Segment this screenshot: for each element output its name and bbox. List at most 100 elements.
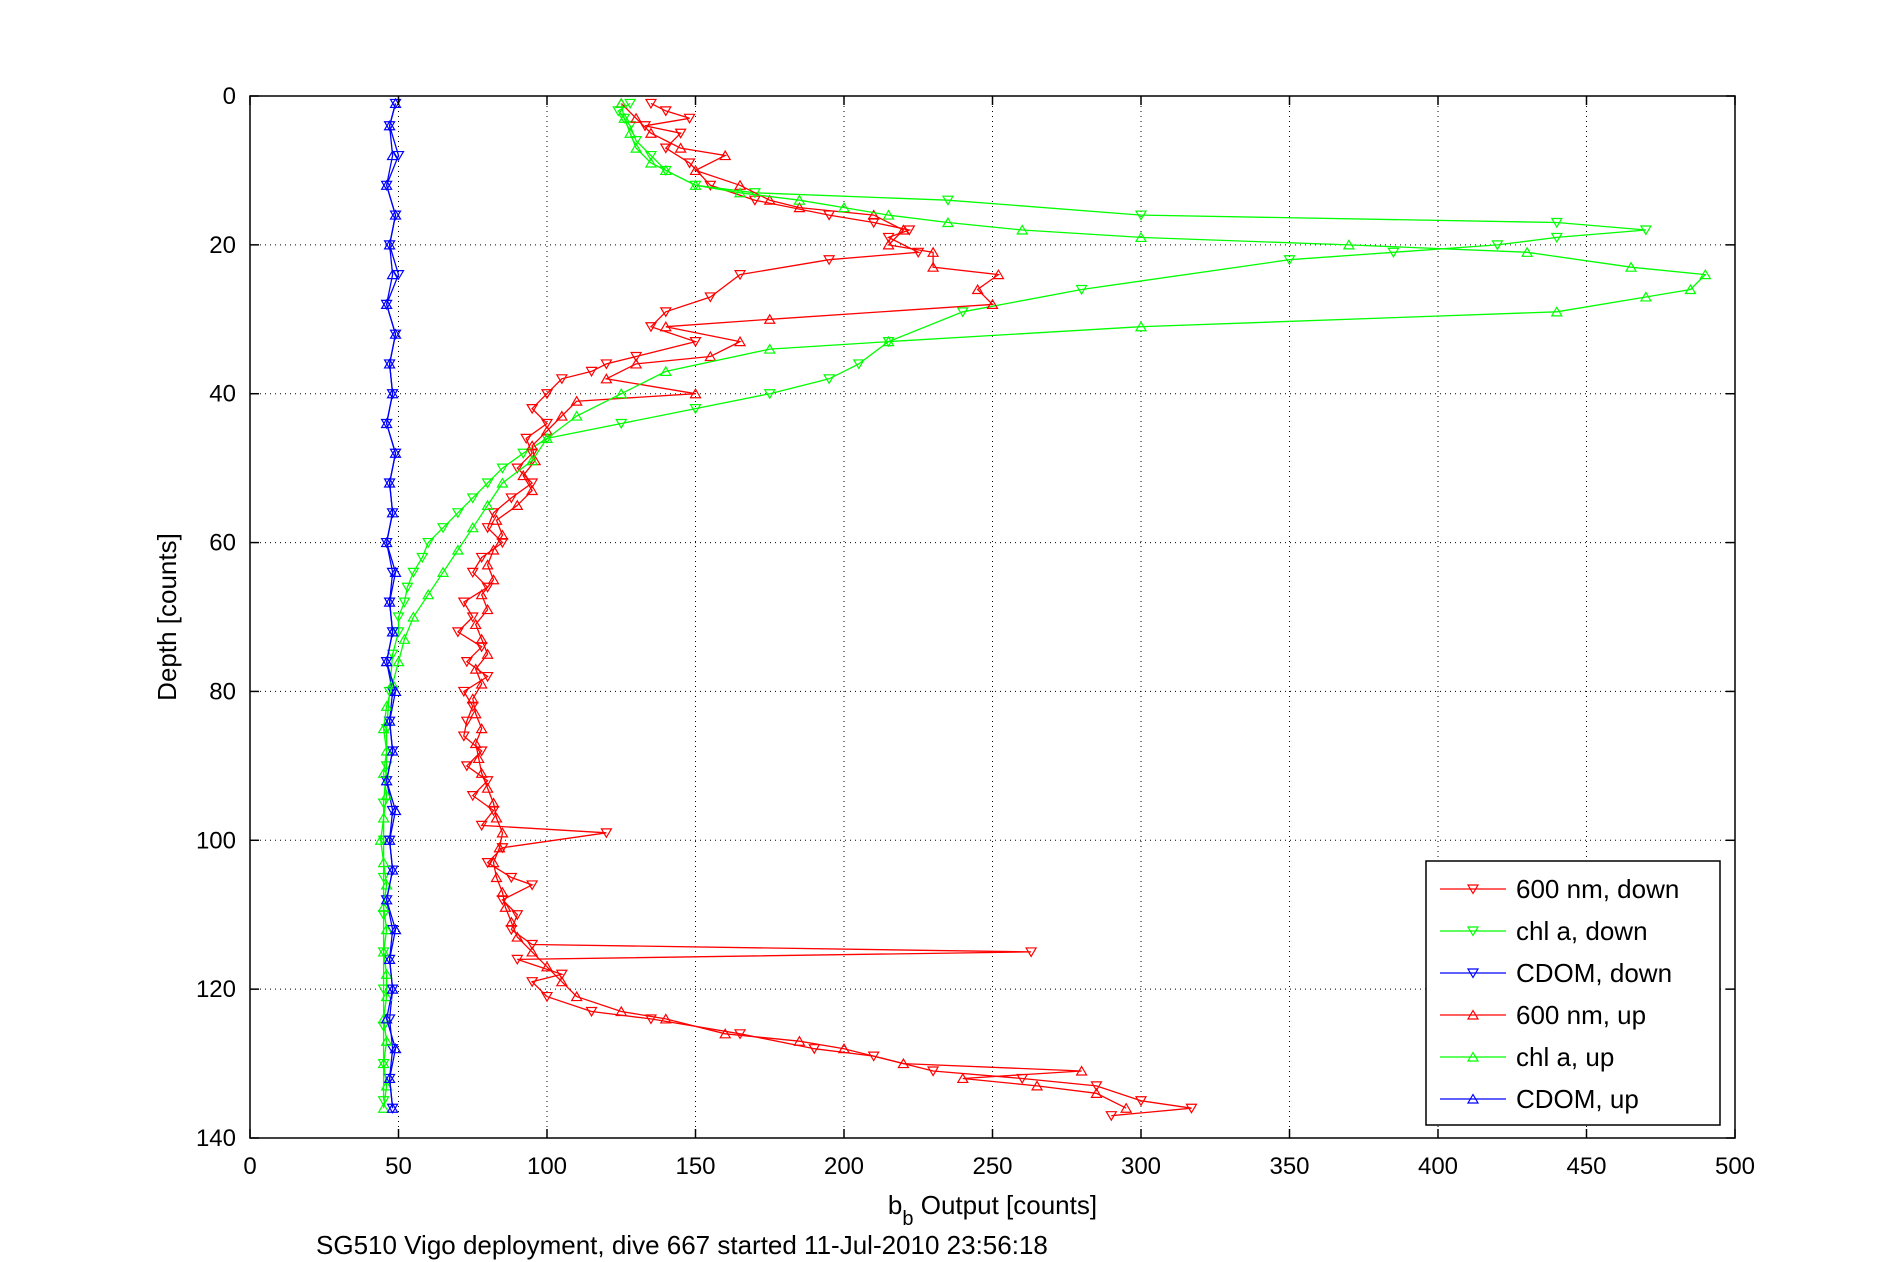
data-point [704, 180, 717, 191]
data-point [437, 566, 450, 577]
data-point [644, 150, 657, 162]
data-point [451, 508, 464, 519]
data-point [487, 574, 500, 585]
data-point [644, 322, 657, 333]
data-point [386, 678, 399, 689]
data-point [389, 804, 402, 816]
data-point [555, 969, 568, 980]
data-point [1342, 239, 1355, 250]
data-point [734, 270, 747, 281]
legend-box [1425, 860, 1721, 1126]
data-point [644, 98, 657, 110]
data-point [763, 343, 776, 354]
caption: SG510 Vigo deployment, dive 667 started … [316, 1230, 1048, 1260]
data-point [630, 351, 643, 363]
series-line [380, 103, 1707, 1109]
data-point [496, 463, 509, 474]
data-point [380, 655, 393, 667]
data-point [383, 120, 396, 131]
data-point [511, 954, 524, 966]
data-point [377, 812, 390, 823]
data-point [380, 745, 393, 756]
data-point [383, 239, 396, 250]
data-point [398, 633, 411, 644]
data-point [481, 582, 494, 593]
legend-item: CDOM, up [1440, 1084, 1639, 1114]
data-point [704, 350, 717, 362]
ticks: 0 50 100 150 200 250 300 350 400 450 500 0 20 40 60 80 1… [196, 83, 1755, 1180]
data-point [793, 194, 806, 205]
data-point [469, 708, 482, 719]
data-point [386, 388, 399, 399]
data-point [475, 588, 488, 600]
data-point [383, 953, 396, 964]
data-point [380, 775, 393, 786]
data-point [659, 164, 672, 176]
data-point [475, 633, 488, 644]
data-point [882, 232, 895, 244]
data-point [383, 834, 396, 845]
data-point [466, 493, 479, 504]
data-point [689, 164, 702, 176]
x-tick-label: 350 [1269, 1153, 1309, 1180]
legend-label: chl a, up [1516, 1042, 1614, 1072]
data-point [496, 477, 509, 488]
legend-swatch-marker [1466, 968, 1480, 979]
data-point [472, 752, 485, 764]
data-point [407, 611, 420, 622]
data-point [526, 939, 539, 951]
data-point [1639, 225, 1652, 236]
data-point [882, 209, 895, 220]
data-point [526, 478, 539, 489]
data-point [389, 685, 402, 697]
data-point [659, 106, 672, 117]
data-point [689, 337, 702, 348]
data-point [644, 157, 657, 168]
data-point [638, 121, 652, 132]
data-point [1684, 283, 1697, 295]
data-point [481, 603, 494, 615]
data-point [1016, 224, 1029, 235]
data-point [674, 128, 687, 139]
data-point [401, 582, 414, 593]
data-point [1550, 217, 1563, 229]
data-point [517, 469, 530, 481]
x-tick-label: 450 [1566, 1153, 1606, 1180]
data-point [526, 404, 539, 415]
data-point [823, 255, 836, 266]
legend: 600 nm, down chl a, down CDOM, down 600 nm,… [1425, 860, 1721, 1126]
data-point [526, 440, 539, 451]
data-point [1387, 247, 1400, 258]
data-point [1134, 321, 1148, 332]
data-point [1521, 246, 1534, 257]
data-point [466, 522, 479, 533]
x-tick-label: 200 [824, 1153, 864, 1180]
data-point [383, 1072, 396, 1084]
data-point [837, 201, 851, 213]
data-point [383, 715, 396, 726]
legend-label: CDOM, down [1516, 958, 1672, 988]
y-tick-label: 100 [196, 827, 236, 854]
data-point [1699, 268, 1712, 280]
data-point [823, 374, 836, 385]
data-point [422, 588, 435, 600]
data-point [1550, 232, 1563, 244]
data-point [386, 745, 399, 756]
data-point [386, 268, 399, 280]
data-point [496, 827, 509, 838]
data-point [520, 433, 533, 445]
data-point [674, 142, 687, 153]
data-point [1134, 231, 1148, 243]
data-point [511, 910, 524, 921]
data-point [630, 142, 643, 153]
data-point [386, 864, 399, 875]
data-point [540, 389, 554, 400]
data-point [1134, 210, 1148, 221]
data-point [837, 1043, 851, 1054]
legend-item: 600 nm, up [1440, 1000, 1646, 1030]
data-point [540, 418, 554, 430]
data-point [380, 298, 393, 309]
data-point [511, 463, 524, 474]
series-4 [374, 97, 1712, 1113]
